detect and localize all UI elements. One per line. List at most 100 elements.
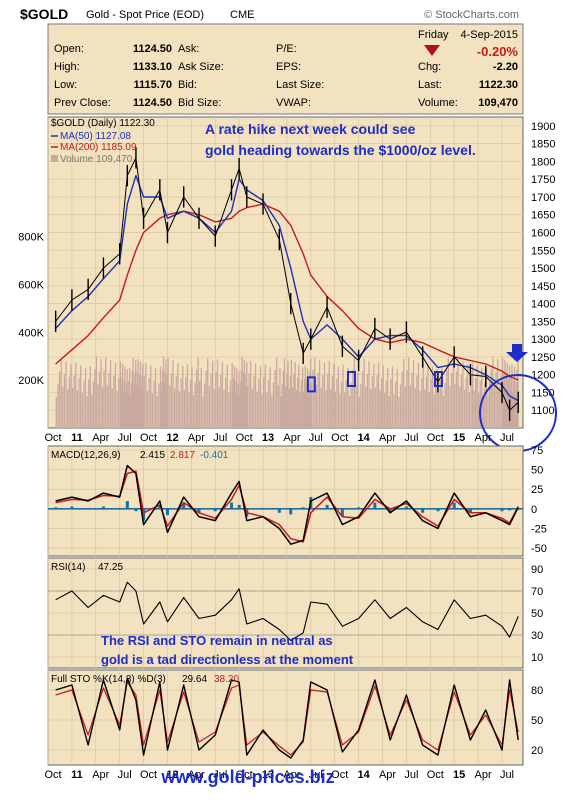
change-percent: -0.20% (477, 44, 519, 59)
volume-bar (88, 379, 90, 428)
macd-histogram-bar (142, 508, 146, 521)
volume-bar (291, 387, 294, 428)
price-y-tick-label: 1500 (531, 263, 555, 275)
volume-bar (185, 377, 187, 428)
volume-bar (342, 364, 344, 428)
volume-bar (197, 356, 199, 428)
volume-bar (226, 364, 228, 428)
volume-bar (412, 360, 415, 428)
volume-bar (327, 373, 329, 428)
volume-bar (490, 369, 492, 428)
volume-bar (101, 387, 104, 428)
volume-bar (97, 384, 99, 428)
x-tick-label: Apr (475, 769, 492, 781)
volume-bar (264, 364, 266, 428)
price-legend: $GOLD (Daily) 1122.30 MA(50) 1127.08MA(20… (51, 118, 155, 165)
volume-bar (502, 385, 505, 428)
volume-bar (356, 372, 359, 428)
volume-bar (430, 379, 432, 428)
volume-bar (121, 376, 123, 428)
volume-bar (331, 376, 333, 428)
volume-bar (65, 361, 67, 428)
volume-bar (406, 370, 408, 428)
volume-bar (194, 382, 196, 428)
volume-bar (177, 363, 179, 428)
volume-bar (384, 393, 386, 428)
volume-bar (129, 367, 131, 428)
footer-url[interactable]: www.gold-prices.biz (160, 767, 334, 787)
price-y-tick-label: 1750 (531, 174, 555, 186)
down-triangle-icon (424, 45, 440, 56)
price-line (55, 157, 519, 411)
macd-histogram-bar (125, 501, 129, 509)
volume-bar (208, 386, 211, 428)
volume-bar (162, 369, 164, 428)
x-tick-label: 11 (71, 432, 83, 444)
volume-bar (434, 381, 437, 428)
volume-bar (288, 389, 290, 428)
volume-bar (92, 381, 95, 428)
quote-label: EPS: (276, 61, 301, 73)
volume-bar (320, 387, 322, 428)
quote-day: Friday (418, 29, 449, 41)
rsi-y-tick-label: 50 (531, 608, 543, 620)
volume-bar (116, 390, 118, 428)
volume-bar (382, 365, 384, 428)
rsi-legend-label: RSI(14) (51, 562, 85, 573)
x-tick-label: Oct (331, 432, 348, 444)
volume-bar (228, 392, 230, 428)
exchange: CME (230, 9, 254, 21)
volume-bar (515, 382, 517, 428)
x-tick-label: Oct (427, 432, 444, 444)
quote-label: Volume: (418, 97, 458, 109)
volume-bar (299, 392, 301, 428)
volume-legend: Volume 109,470 (60, 154, 133, 165)
x-tick-label: Apr (379, 432, 396, 444)
volume-bar (345, 380, 347, 428)
volume-bar (258, 378, 260, 428)
volume-bar (467, 364, 469, 428)
volume-bar (471, 362, 474, 428)
volume-bar (511, 364, 513, 428)
volume-bar (140, 389, 142, 428)
macd-histogram-bar (373, 502, 377, 509)
volume-bar (363, 358, 365, 428)
volume-bar (387, 367, 389, 428)
volume-bar (83, 380, 85, 428)
volume-bar (165, 387, 168, 428)
volume-bar (462, 361, 464, 428)
volume-bar (163, 384, 165, 428)
volume-bar (98, 371, 101, 428)
macd-legend-signal: 2.817 (170, 450, 195, 461)
rsi-legend: RSI(14) 47.25 (51, 562, 123, 573)
symbol: $GOLD (20, 6, 68, 22)
x-tick-label: Jul (213, 432, 227, 444)
volume-bar (231, 363, 233, 428)
volume-bar (71, 388, 74, 428)
volume-bar (337, 366, 340, 428)
volume-bar (121, 364, 124, 428)
x-tick-label: Jul (309, 432, 323, 444)
volume-bar (178, 391, 181, 428)
volume-bar (130, 383, 133, 428)
volume-bar (323, 362, 326, 428)
macd-histogram-bar (197, 508, 201, 513)
volume-swatch (51, 155, 58, 162)
volume-bar (366, 373, 369, 428)
volume-bar (236, 396, 239, 428)
x-tick-label: 14 (357, 769, 370, 781)
volume-bar (441, 367, 443, 428)
volume-bar (138, 374, 141, 428)
volume-bar (307, 368, 309, 428)
x-tick-label: Apr (92, 432, 109, 444)
volume-bar (259, 366, 262, 428)
volume-bar (229, 379, 232, 428)
volume-bar (360, 383, 362, 428)
volume-bar (510, 376, 512, 428)
volume-bar (237, 383, 239, 428)
volume-bar (70, 364, 72, 428)
macd-y-tick-label: 75 (531, 445, 543, 457)
quote-label: Last: (418, 79, 442, 91)
volume-y-tick-label: 400K (18, 327, 44, 339)
volume-bar (76, 390, 79, 428)
